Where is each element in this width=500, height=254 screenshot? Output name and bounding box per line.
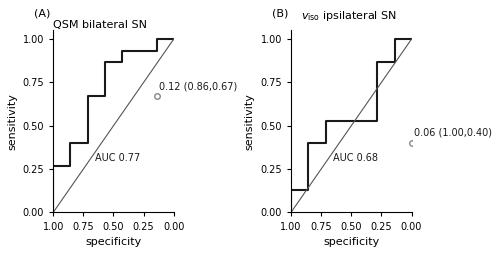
X-axis label: specificity: specificity — [323, 237, 380, 247]
Text: 0.06 (1.00,0.40): 0.06 (1.00,0.40) — [414, 128, 492, 138]
X-axis label: specificity: specificity — [86, 237, 141, 247]
Text: QSM bilateral SN: QSM bilateral SN — [53, 20, 147, 30]
Y-axis label: sensitivity: sensitivity — [7, 93, 17, 150]
Text: AUC 0.68: AUC 0.68 — [333, 153, 378, 163]
Text: (B): (B) — [272, 9, 288, 19]
Text: AUC 0.77: AUC 0.77 — [96, 153, 140, 163]
Text: $v_{\rm iso}$ ipsilateral SN: $v_{\rm iso}$ ipsilateral SN — [300, 9, 396, 23]
Y-axis label: sensitivity: sensitivity — [244, 93, 254, 150]
Text: (A): (A) — [34, 9, 50, 19]
Text: 0.12 (0.86,0.67): 0.12 (0.86,0.67) — [160, 81, 238, 91]
